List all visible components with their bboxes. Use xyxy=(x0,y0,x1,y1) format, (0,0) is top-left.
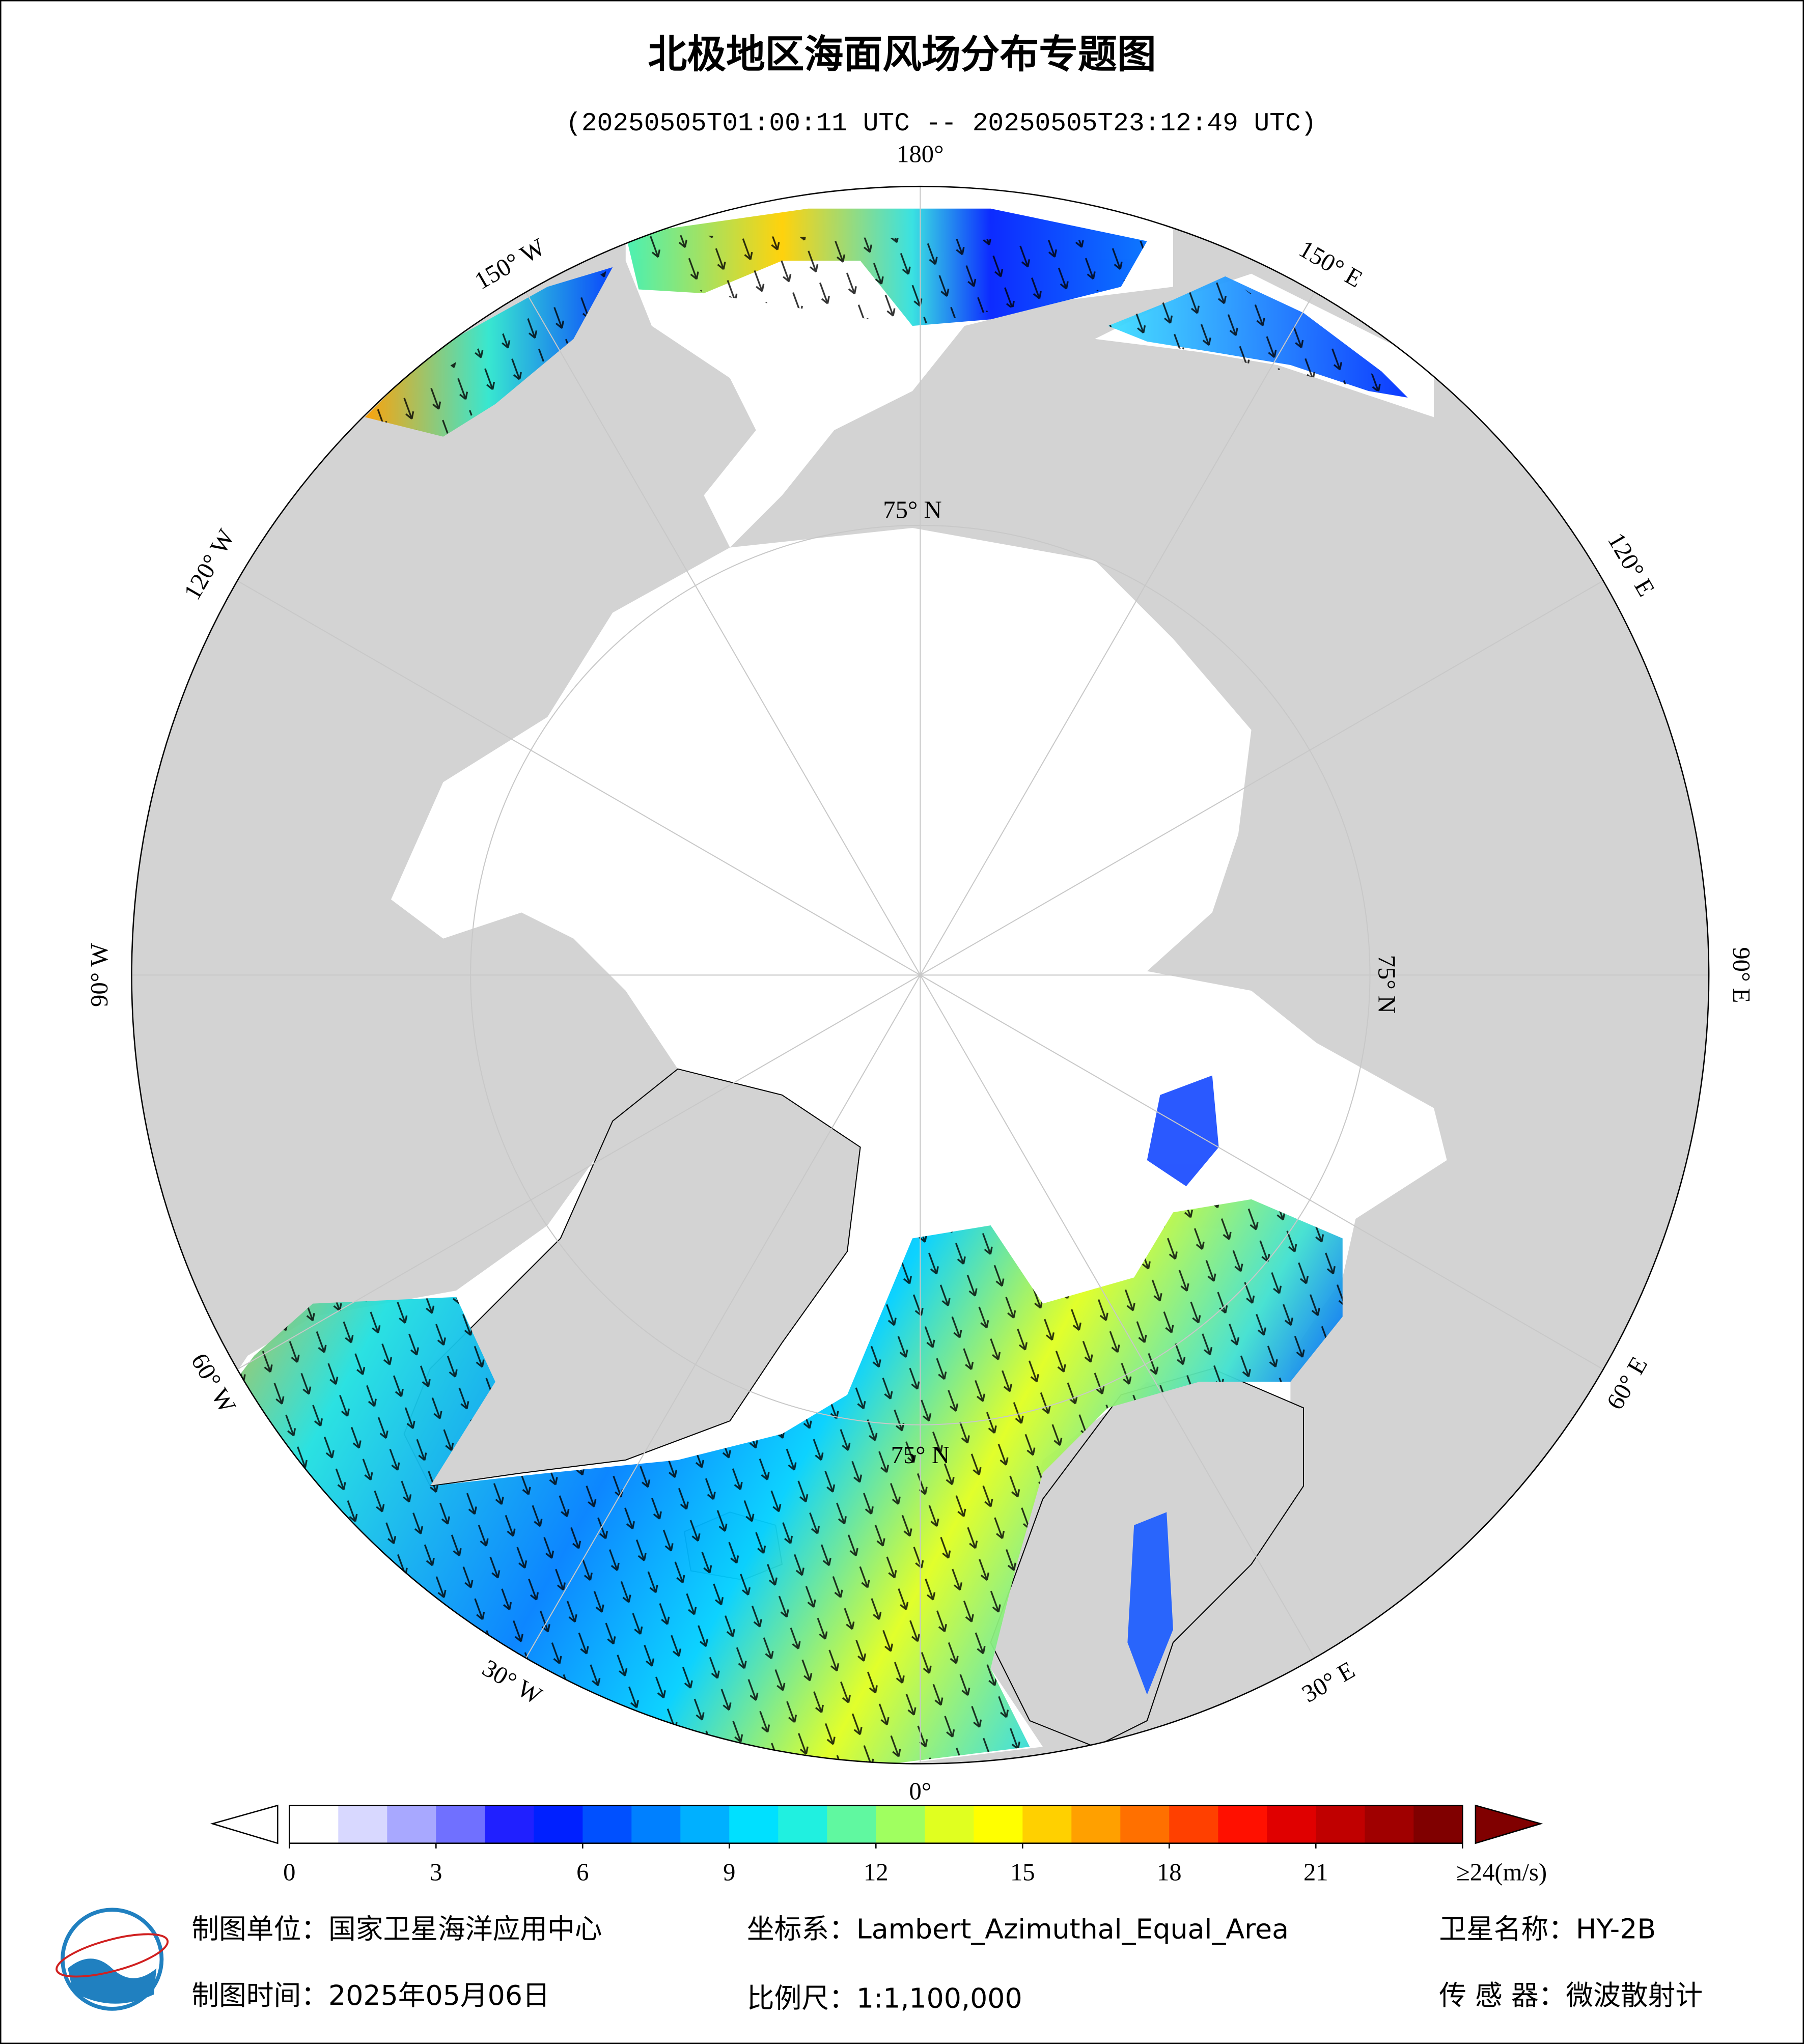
colorbar-segment xyxy=(485,1805,535,1843)
colorbar-segment xyxy=(1267,1805,1317,1843)
meridian xyxy=(920,580,1604,976)
colorbar-segment xyxy=(582,1805,632,1843)
meridian xyxy=(525,292,921,975)
colorbar-segment xyxy=(1413,1805,1463,1843)
colorbar-segment xyxy=(436,1805,486,1843)
colorbar-tick-label: 12 xyxy=(864,1858,889,1886)
meridian xyxy=(525,974,921,1659)
meridian xyxy=(237,580,921,976)
map-border xyxy=(131,185,1710,1765)
colorbar-segment xyxy=(289,1805,339,1843)
map xyxy=(131,186,1709,1764)
colorbar-segment xyxy=(1022,1805,1072,1843)
colorbar-segment xyxy=(778,1805,828,1843)
footer-date: 制图时间：2025年05月06日 xyxy=(191,1979,550,2011)
footer-crs: 坐标系：Lambert_Azimuthal_Equal_Area xyxy=(747,1913,1289,1945)
wind-field xyxy=(1147,1075,1219,1187)
colorbar-max-arrow xyxy=(1475,1804,1543,1844)
colorbar-tick-label: 0 xyxy=(283,1858,295,1886)
colorbar-segment xyxy=(1218,1805,1268,1843)
colorbar-tick-label: 18 xyxy=(1157,1858,1182,1886)
greenland xyxy=(403,1068,861,1487)
lon-label: 90° W xyxy=(86,943,113,1007)
colorbar-segment xyxy=(338,1805,388,1843)
subtitle: (20250505T01:00:11 UTC -- 20250505T23:12… xyxy=(566,109,1316,138)
lat-label: 75° N xyxy=(1373,955,1401,1014)
colorbar-segment xyxy=(1169,1805,1219,1843)
meridian xyxy=(920,974,1604,1370)
meridian xyxy=(920,292,1315,975)
colorbar-segment xyxy=(387,1805,437,1843)
colorbar-segment xyxy=(534,1805,584,1843)
colorbar-segment xyxy=(680,1805,730,1843)
lon-label: 180° xyxy=(897,140,943,167)
footer-scale: 比例尺：1:1,100,000 xyxy=(747,1982,1022,2014)
meridian xyxy=(920,974,1315,1659)
colorbar-segment xyxy=(1120,1805,1170,1843)
footer-unit: 制图单位：国家卫星海洋应用中心 xyxy=(191,1913,602,1945)
wind-field xyxy=(1127,1512,1173,1695)
colorbar-tick-label: ≥24(m/s) xyxy=(1456,1858,1547,1886)
colorbar-segment xyxy=(631,1805,681,1843)
meridian xyxy=(237,974,921,1370)
colorbar-segment xyxy=(1071,1805,1121,1843)
footer-sensor: 传 感 器：微波散射计 xyxy=(1439,1979,1703,2011)
lon-label: 90° E xyxy=(1728,947,1755,1003)
colorbar-segment xyxy=(1365,1805,1414,1843)
title: 北极地区海面风场分布专题图 xyxy=(648,32,1156,77)
colorbar-segment xyxy=(876,1805,926,1843)
colorbar-segment xyxy=(729,1805,779,1843)
colorbar-segment xyxy=(925,1805,975,1843)
graticule xyxy=(131,186,1709,1764)
colorbar-segment xyxy=(827,1805,877,1843)
lat-label: 75° N xyxy=(883,496,941,523)
lat-label: 75° N xyxy=(891,1441,950,1469)
colorbar-tick-label: 3 xyxy=(430,1858,442,1886)
footer-satellite: 卫星名称：HY-2B xyxy=(1439,1913,1656,1945)
colorbar-tick-label: 15 xyxy=(1010,1858,1035,1886)
colorbar-min-arrow xyxy=(210,1804,279,1844)
lon-label: 0° xyxy=(909,1778,931,1805)
logo xyxy=(55,1908,169,2011)
colorbar: 0 3 6 9 12 15 18 21 ≥24(m/s) xyxy=(210,1804,1547,1886)
colorbar-tick-label: 21 xyxy=(1303,1858,1328,1886)
colorbar-tick-label: 9 xyxy=(723,1858,735,1886)
colorbar-tick-label: 6 xyxy=(576,1858,589,1886)
colorbar-segment xyxy=(1316,1805,1366,1843)
colorbar-segment xyxy=(974,1805,1023,1843)
